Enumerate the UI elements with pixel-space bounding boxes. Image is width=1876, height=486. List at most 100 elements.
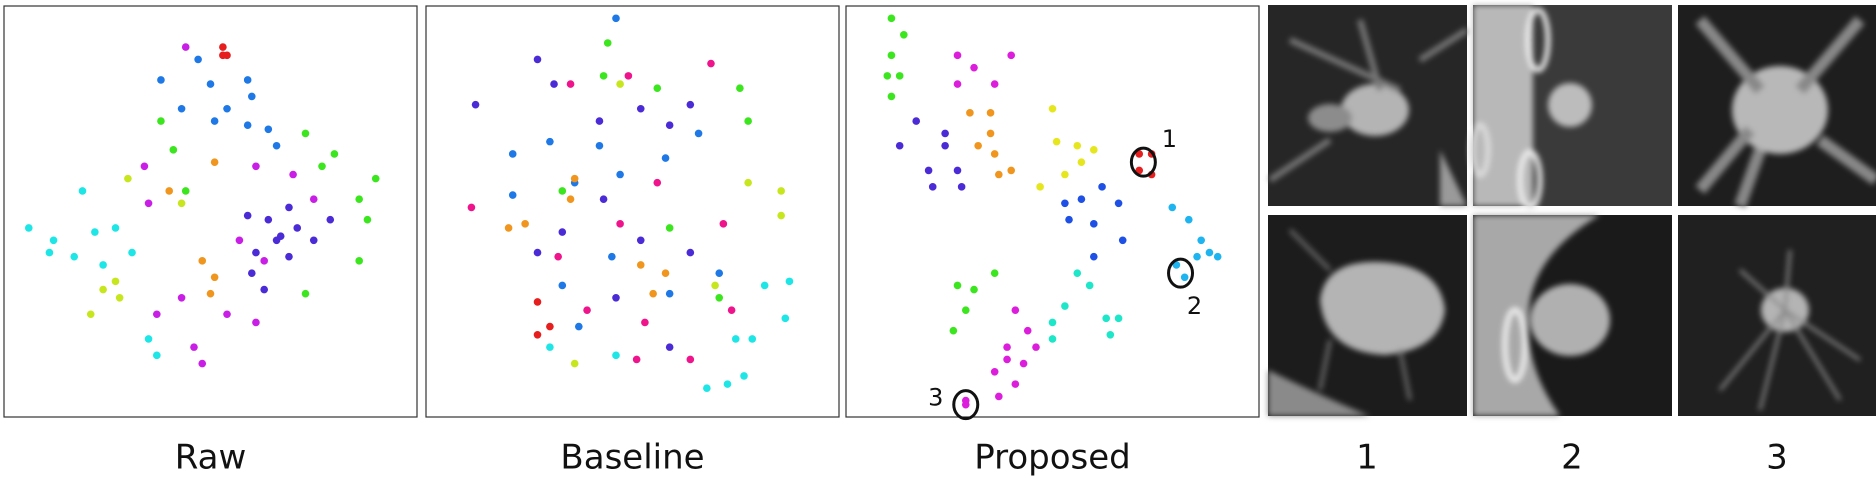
point bbox=[554, 252, 562, 261]
point bbox=[1213, 252, 1222, 261]
point bbox=[309, 195, 318, 203]
point bbox=[235, 236, 244, 245]
point bbox=[694, 129, 703, 138]
point bbox=[1052, 137, 1061, 146]
point bbox=[111, 277, 120, 286]
point bbox=[144, 199, 153, 208]
ct-detail bbox=[1473, 215, 1610, 416]
point bbox=[595, 117, 604, 125]
point bbox=[198, 359, 207, 368]
point bbox=[165, 187, 173, 195]
scatter-panel: Raw bbox=[3, 5, 418, 478]
point bbox=[318, 162, 326, 171]
point bbox=[641, 318, 649, 327]
point bbox=[206, 289, 215, 298]
point bbox=[1061, 302, 1069, 310]
point bbox=[612, 351, 620, 360]
point bbox=[1073, 269, 1082, 277]
ct-detail bbox=[1268, 228, 1445, 416]
point bbox=[301, 129, 310, 138]
point bbox=[508, 150, 517, 158]
point bbox=[711, 281, 719, 290]
panel-label: Baseline bbox=[560, 438, 704, 478]
panel-label: Proposed bbox=[974, 438, 1131, 478]
point bbox=[986, 109, 995, 117]
annotation-circle bbox=[952, 389, 980, 421]
point bbox=[264, 215, 273, 224]
point bbox=[736, 84, 744, 92]
ct-detail bbox=[1718, 249, 1861, 411]
point bbox=[289, 170, 297, 179]
point bbox=[210, 158, 219, 166]
point bbox=[99, 285, 107, 294]
point bbox=[949, 326, 958, 335]
point bbox=[1106, 331, 1115, 339]
point bbox=[575, 322, 583, 331]
point bbox=[546, 322, 554, 331]
point bbox=[961, 306, 970, 314]
point bbox=[355, 195, 363, 203]
point bbox=[1061, 170, 1069, 179]
point bbox=[248, 92, 256, 101]
point bbox=[45, 248, 54, 257]
point bbox=[723, 380, 732, 388]
point bbox=[912, 117, 921, 125]
point bbox=[1077, 195, 1086, 203]
point bbox=[974, 141, 982, 150]
annotation-circle bbox=[1129, 146, 1157, 178]
point bbox=[546, 137, 554, 146]
point bbox=[467, 203, 476, 212]
point bbox=[177, 199, 186, 208]
point bbox=[1077, 158, 1086, 166]
point bbox=[624, 72, 633, 80]
point bbox=[760, 281, 769, 290]
point bbox=[986, 129, 995, 138]
point bbox=[686, 355, 695, 364]
point bbox=[157, 117, 165, 125]
point bbox=[190, 343, 198, 351]
point bbox=[686, 248, 695, 257]
point bbox=[1007, 51, 1015, 60]
point bbox=[219, 43, 227, 51]
point bbox=[612, 14, 620, 23]
point bbox=[570, 359, 579, 368]
point bbox=[144, 335, 153, 343]
point bbox=[252, 248, 260, 257]
point bbox=[1135, 150, 1144, 158]
point bbox=[124, 174, 132, 183]
scatter-panel: Baseline bbox=[425, 5, 840, 478]
point bbox=[731, 335, 740, 343]
point bbox=[128, 248, 136, 257]
point bbox=[264, 125, 273, 134]
point bbox=[252, 318, 260, 327]
panel-label: Raw bbox=[175, 438, 247, 478]
point bbox=[895, 141, 904, 150]
point bbox=[260, 257, 268, 265]
point bbox=[1168, 203, 1177, 212]
point bbox=[941, 141, 949, 150]
point bbox=[608, 252, 616, 261]
point bbox=[210, 273, 219, 282]
point bbox=[970, 285, 978, 294]
point bbox=[744, 117, 752, 125]
point bbox=[616, 80, 624, 88]
point bbox=[990, 367, 999, 376]
point bbox=[665, 343, 674, 351]
point bbox=[599, 72, 608, 80]
point bbox=[533, 298, 542, 306]
point bbox=[1090, 146, 1098, 154]
point bbox=[636, 236, 645, 245]
panel-frame bbox=[425, 5, 840, 418]
point bbox=[243, 211, 252, 220]
point bbox=[272, 141, 281, 150]
point bbox=[285, 252, 293, 261]
point bbox=[1048, 104, 1057, 113]
point bbox=[665, 289, 674, 298]
point bbox=[1184, 215, 1193, 224]
point bbox=[1036, 183, 1044, 191]
point bbox=[248, 269, 256, 277]
point bbox=[330, 150, 339, 158]
ct-detail bbox=[1268, 19, 1469, 206]
point bbox=[153, 351, 161, 360]
point bbox=[990, 269, 999, 277]
